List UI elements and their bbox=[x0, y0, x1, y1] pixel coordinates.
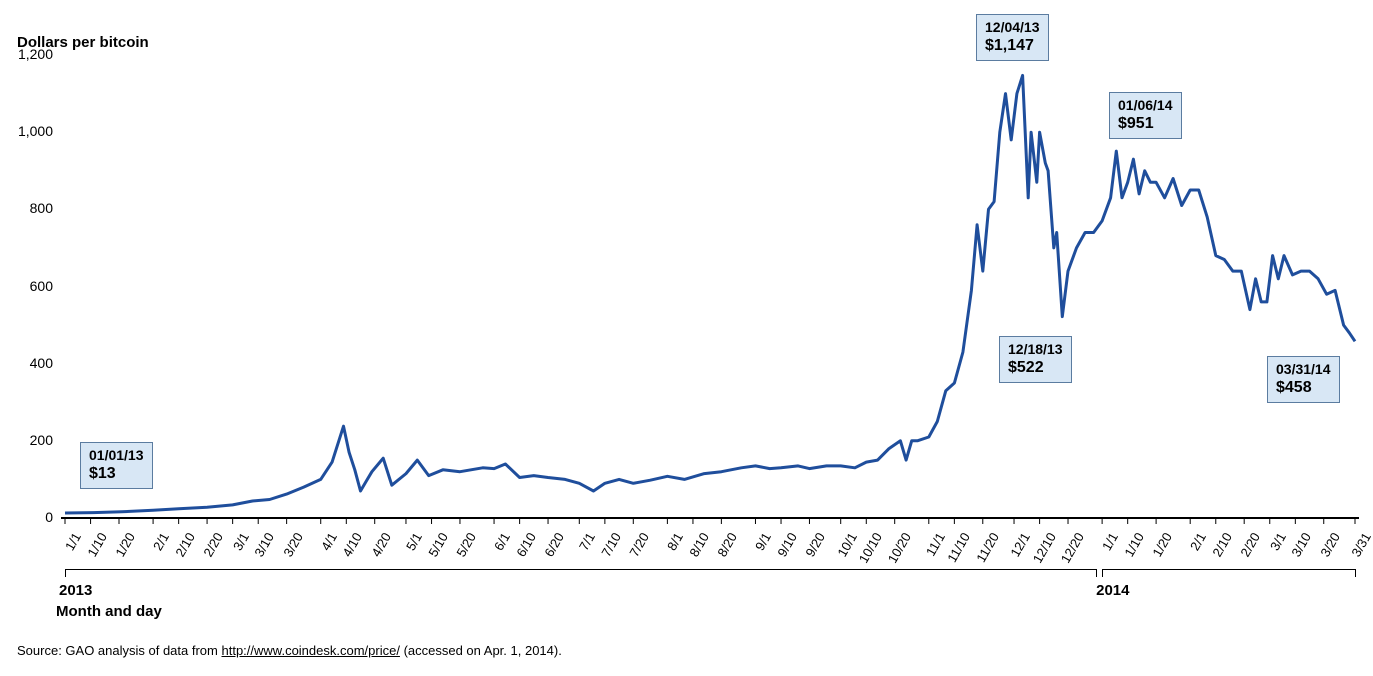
price-line bbox=[65, 75, 1355, 513]
callout-box: 01/01/13$13 bbox=[80, 442, 153, 489]
callout-value: $1,147 bbox=[985, 36, 1040, 55]
callout-date: 03/31/14 bbox=[1276, 361, 1331, 378]
callout-date: 01/06/14 bbox=[1118, 97, 1173, 114]
bitcoin-price-chart: Dollars per bitcoin 02004006008001,0001,… bbox=[0, 0, 1373, 676]
source-suffix: (accessed on Apr. 1, 2014). bbox=[400, 643, 562, 658]
callout-box: 12/18/13$522 bbox=[999, 336, 1072, 383]
callout-value: $458 bbox=[1276, 378, 1331, 397]
callout-box: 01/06/14$951 bbox=[1109, 92, 1182, 139]
callout-value: $522 bbox=[1008, 358, 1063, 377]
x-axis-title: Month and day bbox=[56, 603, 162, 620]
callout-box: 12/04/13$1,147 bbox=[976, 14, 1049, 61]
source-prefix: Source: GAO analysis of data from bbox=[17, 643, 221, 658]
callout-date: 12/18/13 bbox=[1008, 341, 1063, 358]
source-link[interactable]: http://www.coindesk.com/price/ bbox=[221, 643, 399, 658]
callout-date: 12/04/13 bbox=[985, 19, 1040, 36]
callout-box: 03/31/14$458 bbox=[1267, 356, 1340, 403]
year-range-tick bbox=[1355, 569, 1356, 577]
source-line: Source: GAO analysis of data from http:/… bbox=[17, 643, 562, 658]
callout-date: 01/01/13 bbox=[89, 447, 144, 464]
year-label: 2014 bbox=[1096, 582, 1129, 599]
year-label: 2013 bbox=[59, 582, 92, 599]
callout-value: $951 bbox=[1118, 114, 1173, 133]
callout-value: $13 bbox=[89, 464, 144, 483]
year-range-bar bbox=[1102, 569, 1355, 571]
year-range-bar bbox=[65, 569, 1096, 571]
year-range-tick bbox=[65, 569, 66, 577]
year-range-tick bbox=[1102, 569, 1103, 577]
year-range-tick bbox=[1096, 569, 1097, 577]
